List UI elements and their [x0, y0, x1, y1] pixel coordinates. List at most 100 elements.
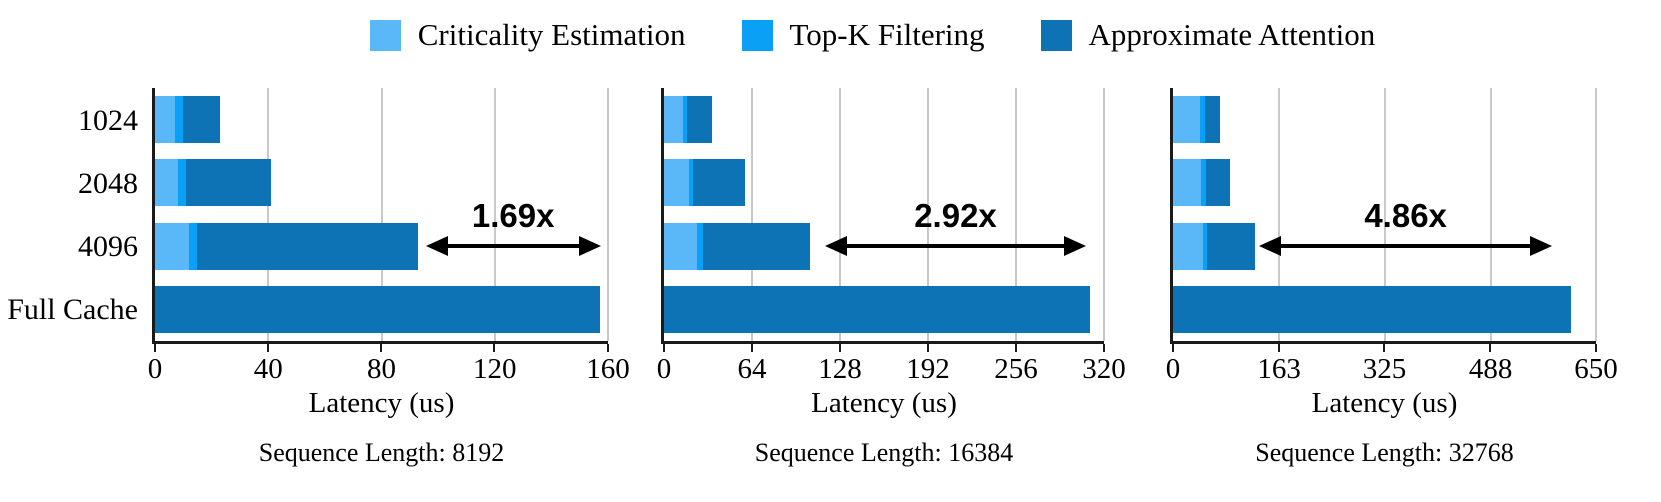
xtick-label: 80	[367, 353, 396, 385]
xtick-label: 0	[656, 353, 672, 385]
bar-segment	[702, 222, 810, 270]
tick-mark	[750, 344, 753, 352]
gridline	[607, 88, 609, 341]
gridline	[267, 88, 270, 341]
speedup-label: 2.92x	[914, 197, 997, 235]
bar-segment	[155, 159, 178, 207]
gridline	[751, 88, 753, 341]
legend-item-1: Criticality Estimation	[369, 17, 686, 52]
gridline	[1383, 88, 1386, 341]
speedup-arrow: 2.92x	[825, 197, 1086, 257]
bar-segment	[1173, 285, 1572, 333]
bar-segment	[664, 96, 684, 144]
bar-segment	[1200, 96, 1205, 144]
x-axis-label: Latency (us)	[308, 387, 455, 419]
gridline	[839, 88, 841, 341]
arrowhead-right-icon	[1530, 236, 1553, 257]
speedup-arrow: 1.69x	[425, 197, 601, 257]
arrowhead-right-icon	[1063, 236, 1086, 257]
legend-label: Criticality Estimation	[417, 17, 686, 52]
xtick-label: 120	[473, 353, 517, 385]
plot-area: 2.92x	[661, 88, 1105, 344]
xtick-label: 64	[737, 353, 767, 385]
bar-segment	[1204, 96, 1220, 144]
bar-segment	[186, 159, 272, 207]
bar-segment	[1200, 159, 1206, 207]
bar-segment	[1173, 222, 1203, 270]
ytick-label: 4096	[78, 230, 138, 264]
tick-mark	[838, 344, 841, 352]
bar-segment	[155, 96, 175, 144]
xtick-label: 650	[1574, 353, 1618, 385]
tick-mark	[266, 344, 269, 352]
arrow-line	[834, 244, 1077, 249]
arrow-line	[434, 244, 592, 249]
chart-caption: Sequence Length: 16384	[754, 438, 1014, 467]
legend-item-2: Top-K Filtering	[741, 17, 985, 52]
bar-segment	[688, 159, 693, 207]
legend-swatch-icon	[1040, 19, 1072, 51]
tick-mark	[1383, 344, 1385, 352]
xtick-label: 40	[253, 353, 283, 385]
chart-caption: Sequence Length: 32768	[1255, 438, 1514, 467]
bar-segment	[692, 159, 746, 207]
gridline	[1489, 88, 1492, 341]
bar-segment	[1173, 159, 1201, 207]
xtick-label: 488	[1468, 353, 1513, 385]
gridline	[380, 88, 383, 341]
bar-segment	[183, 96, 221, 144]
x-axis-label: Latency (us)	[1311, 387, 1458, 419]
xtick-label: 192	[906, 353, 950, 385]
gridline	[1595, 88, 1597, 341]
arrow-line	[1268, 244, 1544, 249]
bar-segment	[1206, 222, 1255, 270]
x-axis-label: Latency (us)	[811, 387, 957, 419]
xtick-label: 325	[1362, 353, 1407, 385]
legend-label: Approximate Attention	[1088, 17, 1376, 52]
tick-mark	[1277, 344, 1280, 352]
tick-mark	[493, 344, 496, 352]
tick-mark	[662, 344, 665, 352]
gridline	[1278, 88, 1281, 341]
bar-segment	[1173, 96, 1201, 144]
tick-mark	[153, 344, 156, 352]
xtick-label: 320	[1082, 353, 1126, 385]
speedup-label: 1.69x	[471, 197, 555, 235]
bar-segment	[1202, 222, 1207, 270]
bar-segment	[664, 222, 697, 270]
plot-area: 1.69x	[152, 88, 609, 344]
bar-segment	[664, 285, 1091, 333]
gridline	[493, 88, 496, 341]
ytick-label: Full Cache	[7, 293, 138, 327]
ytick-label: 1024	[78, 103, 138, 137]
bar-segment	[687, 96, 713, 144]
bar-segment	[664, 159, 689, 207]
xtick-label: 0	[147, 353, 163, 385]
xtick-label: 0	[1165, 353, 1181, 385]
bar-segment	[155, 285, 600, 333]
legend-swatch-icon	[369, 19, 401, 51]
xtick-label: 128	[818, 353, 862, 385]
xtick-label: 163	[1257, 353, 1301, 385]
xtick-label: 160	[586, 353, 630, 385]
tick-mark	[1102, 344, 1105, 352]
tick-mark	[1594, 344, 1597, 352]
tick-mark	[1489, 344, 1492, 352]
bar-segment	[177, 159, 187, 207]
speedup-label: 4.86x	[1364, 197, 1447, 235]
bar-segment	[697, 222, 703, 270]
speedup-arrow: 4.86x	[1259, 197, 1553, 257]
ytick-label: 2048	[78, 166, 138, 200]
legend-item-3: Approximate Attention	[1040, 17, 1376, 52]
tick-mark	[1171, 344, 1174, 352]
bar-segment	[683, 96, 688, 144]
tick-mark	[1014, 344, 1017, 352]
legend-label: Top-K Filtering	[789, 17, 985, 52]
bar-segment	[197, 222, 419, 270]
bar-segment	[155, 222, 189, 270]
tick-mark	[380, 344, 382, 352]
tick-mark	[606, 344, 609, 352]
bar-segment	[174, 96, 184, 144]
gridline	[1015, 88, 1017, 341]
xtick-label: 256	[994, 353, 1038, 385]
